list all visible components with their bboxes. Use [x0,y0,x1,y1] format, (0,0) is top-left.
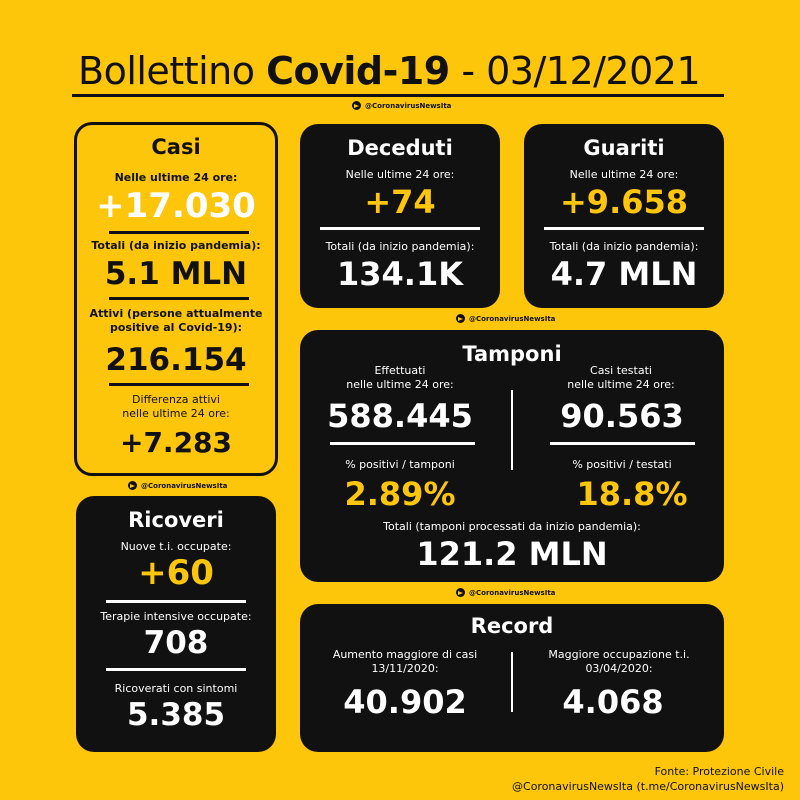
tamponi-left-label-1: Effettuati [374,364,426,377]
deceduti-total-label: Totali (da inizio pandemia): [325,240,475,253]
ricoveri-divider-1 [106,600,246,603]
tamponi-left-label-2: nelle ultime 24 ore: [346,378,454,391]
guariti-total-label: Totali (da inizio pandemia): [549,240,699,253]
tamponi-right-value: 90.563 [560,397,684,435]
casi-divider-2 [109,297,249,300]
footer: Fonte: Protezione Civile @CoronavirusNew… [512,764,784,794]
record-left-label-2: 13/11/2020: [371,662,439,675]
ricoveri-title: Ricoveri [128,508,224,532]
tamponi-right-label-2: nelle ultime 24 ore: [567,378,675,391]
title-underline [72,94,724,97]
ricoveri-symptoms-label: Ricoverati con sintomi [114,682,238,695]
handle-mid: @CoronavirusNewsIta [456,314,555,323]
ricoveri-new-ti-label: Nuove t.i. occupate: [120,540,232,553]
guariti-new-value: +9.658 [559,183,689,221]
record-right-label-2: 03/04/2020: [585,662,653,675]
guariti-divider [544,227,704,230]
guariti-total-value: 4.7 MLN [550,255,698,293]
tamponi-total-value: 121.2 MLN [416,535,608,573]
title-suffix: - 03/12/2021 [449,49,701,93]
tamponi-right-divider [550,442,695,445]
handle-text: @CoronavirusNewsIta [141,481,228,490]
record-right-label-1: Maggiore occupazione t.i. [548,648,690,661]
telegram-icon [128,481,137,490]
casi-diff-label-1: Differenza attivi [132,393,220,406]
casi-new-value: +17.030 [96,186,256,226]
record-card: Record Aumento maggiore di casi 13/11/20… [300,604,724,752]
telegram-icon [352,101,361,110]
footer-credit: @CoronavirusNewsIta (t.me/CoronavirusNew… [512,780,784,793]
tamponi-left-value: 588.445 [327,397,473,435]
handle-text: @CoronavirusNewsIta [469,314,556,323]
ricoveri-ti-value: 708 [143,625,209,661]
guariti-card: Guariti Nelle ultime 24 ore: +9.658 Tota… [524,124,724,308]
deceduti-title: Deceduti [347,136,453,160]
record-vertical-divider [511,652,513,712]
handle-lower: @CoronavirusNewsIta [456,588,555,597]
tamponi-left-divider [330,442,475,445]
tamponi-total-label: Totali (tamponi processati da inizio pan… [383,520,641,533]
casi-total-value: 5.1 MLN [104,256,248,292]
casi-total-label: Totali (da inizio pandemia): [91,239,261,252]
record-left-label-1: Aumento maggiore di casi [332,648,478,661]
deceduti-new-value: +74 [364,183,436,221]
casi-diff-value: +7.283 [119,426,233,459]
deceduti-divider [320,227,480,230]
record-right-value: 4.068 [562,683,664,721]
guariti-title: Guariti [583,136,665,160]
deceduti-total-value: 134.1K [336,255,463,293]
handle-top: @CoronavirusNewsIta [352,101,451,110]
ricoveri-divider-2 [106,668,246,671]
telegram-icon [456,588,465,597]
casi-active-label-1: Attivi (persone attualmente [89,307,263,320]
record-title: Record [470,614,554,638]
tamponi-title: Tamponi [462,342,562,366]
casi-active-value: 216.154 [105,342,247,378]
title-bold: Covid-19 [266,49,450,93]
deceduti-new-label: Nelle ultime 24 ore: [345,168,455,181]
casi-divider-1 [109,231,249,234]
footer-source: Fonte: Protezione Civile [654,765,784,778]
tamponi-right-pct-value: 18.8% [576,475,688,513]
handle-left: @CoronavirusNewsIta [128,481,227,490]
casi-diff-label-2: nelle ultime 24 ore: [122,407,230,420]
guariti-new-label: Nelle ultime 24 ore: [569,168,679,181]
deceduti-card: Deceduti Nelle ultime 24 ore: +74 Totali… [300,124,500,308]
casi-card: Casi Nelle ultime 24 ore: +17.030 Totali… [74,122,278,476]
tamponi-right-pct-label: % positivi / testati [572,458,672,471]
tamponi-card: Tamponi Effettuati nelle ultime 24 ore: … [300,330,724,582]
casi-active-label-2: positive al Covid-19): [109,321,242,334]
ricoveri-card: Ricoveri Nuove t.i. occupate: +60 Terapi… [76,496,276,752]
telegram-icon [456,314,465,323]
page-title: Bollettino Covid-19 - 03/12/2021 [78,48,728,94]
handle-text: @CoronavirusNewsIta [469,588,556,597]
tamponi-vertical-divider [511,390,513,470]
casi-title: Casi [151,135,201,159]
tamponi-right-label-1: Casi testati [590,364,652,377]
handle-text: @CoronavirusNewsIta [365,101,452,110]
ricoveri-new-ti-value: +60 [138,553,214,593]
casi-divider-3 [109,383,249,386]
ricoveri-ti-label: Terapie intensive occupate: [100,610,252,623]
tamponi-left-pct-label: % positivi / tamponi [345,458,455,471]
ricoveri-symptoms-value: 5.385 [126,697,226,733]
title-prefix: Bollettino [78,49,267,93]
casi-new-label: Nelle ultime 24 ore: [114,171,238,184]
tamponi-left-pct-value: 2.89% [344,475,456,513]
record-left-value: 40.902 [343,683,467,721]
